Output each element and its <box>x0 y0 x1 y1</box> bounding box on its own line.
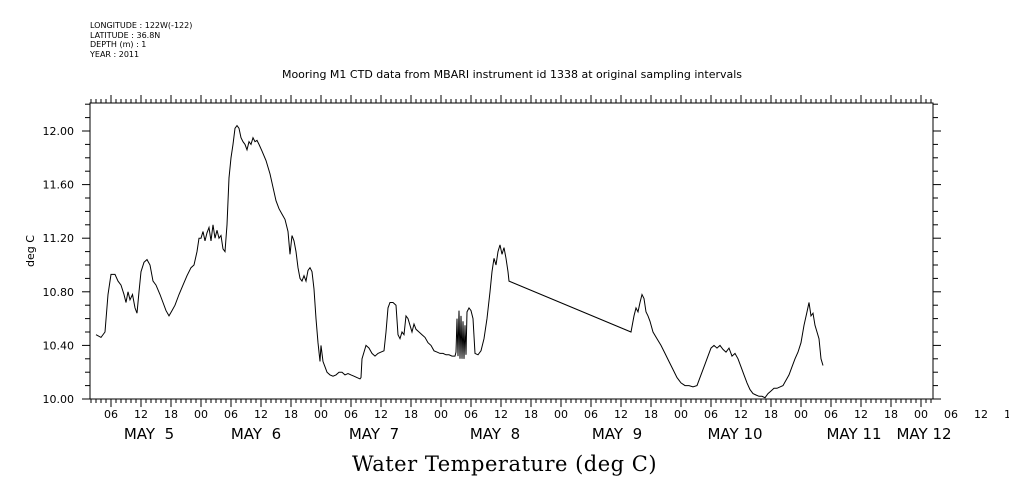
hour-tick-label: 12 <box>974 408 988 421</box>
hour-tick-label: 18 <box>644 408 658 421</box>
day-label: MAY 11 <box>826 425 881 443</box>
y-tick-label: 11.20 <box>43 232 75 245</box>
hour-tick-label: 00 <box>194 408 208 421</box>
day-label: MAY 9 <box>592 425 642 443</box>
hour-tick-label: 06 <box>104 408 118 421</box>
hour-tick-label: 18 <box>1004 408 1009 421</box>
hour-tick-label: 06 <box>824 408 838 421</box>
x-axis-hour-labels: 06 12 18 00 06 12 18 00 06 12 18 00 06 12 18 00 06 12 18 00… <box>104 408 1009 421</box>
y-tick-label: 10.00 <box>43 393 75 406</box>
hour-tick-label: 00 <box>794 408 808 421</box>
hour-tick-label: 12 <box>854 408 868 421</box>
y-tick-label: 11.60 <box>43 179 75 192</box>
hour-tick-label: 06 <box>464 408 478 421</box>
hour-tick-label: 18 <box>884 408 898 421</box>
y-tick-label: 10.80 <box>43 286 75 299</box>
hour-tick-label: 12 <box>254 408 268 421</box>
hour-tick-label: 12 <box>734 408 748 421</box>
metadata-block: LONGITUDE : 122W(-122) LATITUDE : 36.8N … <box>90 21 192 59</box>
hour-tick-label: 06 <box>344 408 358 421</box>
y-tick-label: 12.00 <box>43 125 75 138</box>
y-axis-ticks <box>82 103 941 400</box>
day-label: MAY 8 <box>470 425 520 443</box>
hour-tick-label: 06 <box>704 408 718 421</box>
y-axis-label: deg C <box>24 235 37 267</box>
plot-frame <box>89 102 934 400</box>
series-line <box>95 124 824 399</box>
longitude-label: LONGITUDE : 122W(-122) <box>90 21 193 30</box>
hour-tick-label: 12 <box>134 408 148 421</box>
hour-tick-label: 00 <box>434 408 448 421</box>
y-axis-tick-labels: 10.00 10.40 10.80 11.20 11.60 12.00 <box>43 125 75 406</box>
footer-title: Water Temperature (deg C) <box>351 452 658 476</box>
latitude-label: LATITUDE : 36.8N <box>90 30 161 40</box>
day-label: MAY 12 <box>896 425 951 443</box>
hour-tick-label: 00 <box>674 408 688 421</box>
bottom-axis-ticks <box>90 399 932 407</box>
hour-tick-label: 06 <box>944 408 958 421</box>
hour-tick-label: 18 <box>284 408 298 421</box>
y-tick-label: 10.40 <box>43 339 75 352</box>
chart-title: Mooring M1 CTD data from MBARI instrumen… <box>281 68 743 81</box>
day-label: MAY 5 <box>124 425 174 443</box>
hour-tick-label: 12 <box>614 408 628 421</box>
x-axis-day-labels: MAY 5 MAY 6 MAY 7 MAY 8 MAY 9 MAY 10 MAY 11 MAY… <box>124 425 952 443</box>
hour-tick-label: 18 <box>764 408 778 421</box>
top-axis-ticks <box>90 95 932 103</box>
hour-tick-label: 18 <box>524 408 538 421</box>
day-label: MAY 7 <box>349 425 399 443</box>
hour-tick-label: 18 <box>404 408 418 421</box>
day-label: MAY 6 <box>231 425 281 443</box>
hour-tick-label: 00 <box>914 408 928 421</box>
hour-tick-label: 00 <box>554 408 568 421</box>
hour-tick-label: 18 <box>164 408 178 421</box>
hour-tick-label: 12 <box>494 408 508 421</box>
hour-tick-label: 06 <box>224 408 238 421</box>
hour-tick-label: 00 <box>314 408 328 421</box>
hour-tick-label: 06 <box>584 408 598 421</box>
hour-tick-label: 12 <box>374 408 388 421</box>
day-label: MAY 10 <box>707 425 762 443</box>
depth-label: DEPTH (m) : 1 <box>90 40 147 49</box>
year-label: YEAR : 2011 <box>90 49 140 59</box>
